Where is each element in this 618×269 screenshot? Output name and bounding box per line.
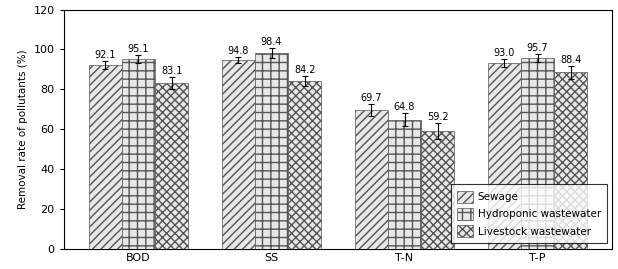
Text: 59.2: 59.2: [427, 112, 449, 122]
Text: 83.1: 83.1: [161, 66, 182, 76]
Text: 88.4: 88.4: [560, 55, 582, 65]
Bar: [488, 63, 521, 249]
Y-axis label: Removal rate of pollutants (%): Removal rate of pollutants (%): [18, 49, 28, 209]
Bar: [355, 110, 388, 249]
Text: 95.7: 95.7: [527, 43, 548, 53]
Legend: Sewage, Hydroponic wastewater, Livestock wastewater: Sewage, Hydroponic wastewater, Livestock…: [451, 184, 607, 243]
Text: 94.8: 94.8: [227, 46, 249, 56]
Text: 98.4: 98.4: [261, 37, 282, 47]
Text: 64.8: 64.8: [394, 101, 415, 112]
Text: 92.1: 92.1: [95, 50, 116, 60]
Text: 93.0: 93.0: [494, 48, 515, 58]
Text: 95.1: 95.1: [128, 44, 149, 54]
Bar: [122, 59, 155, 249]
Bar: [421, 131, 454, 249]
Bar: [521, 58, 554, 249]
Bar: [388, 119, 421, 249]
Bar: [288, 81, 321, 249]
Bar: [222, 60, 255, 249]
Bar: [554, 73, 588, 249]
Bar: [155, 83, 188, 249]
Bar: [88, 65, 122, 249]
Text: 84.2: 84.2: [294, 65, 316, 75]
Text: 69.7: 69.7: [360, 93, 382, 103]
Bar: [255, 52, 288, 249]
